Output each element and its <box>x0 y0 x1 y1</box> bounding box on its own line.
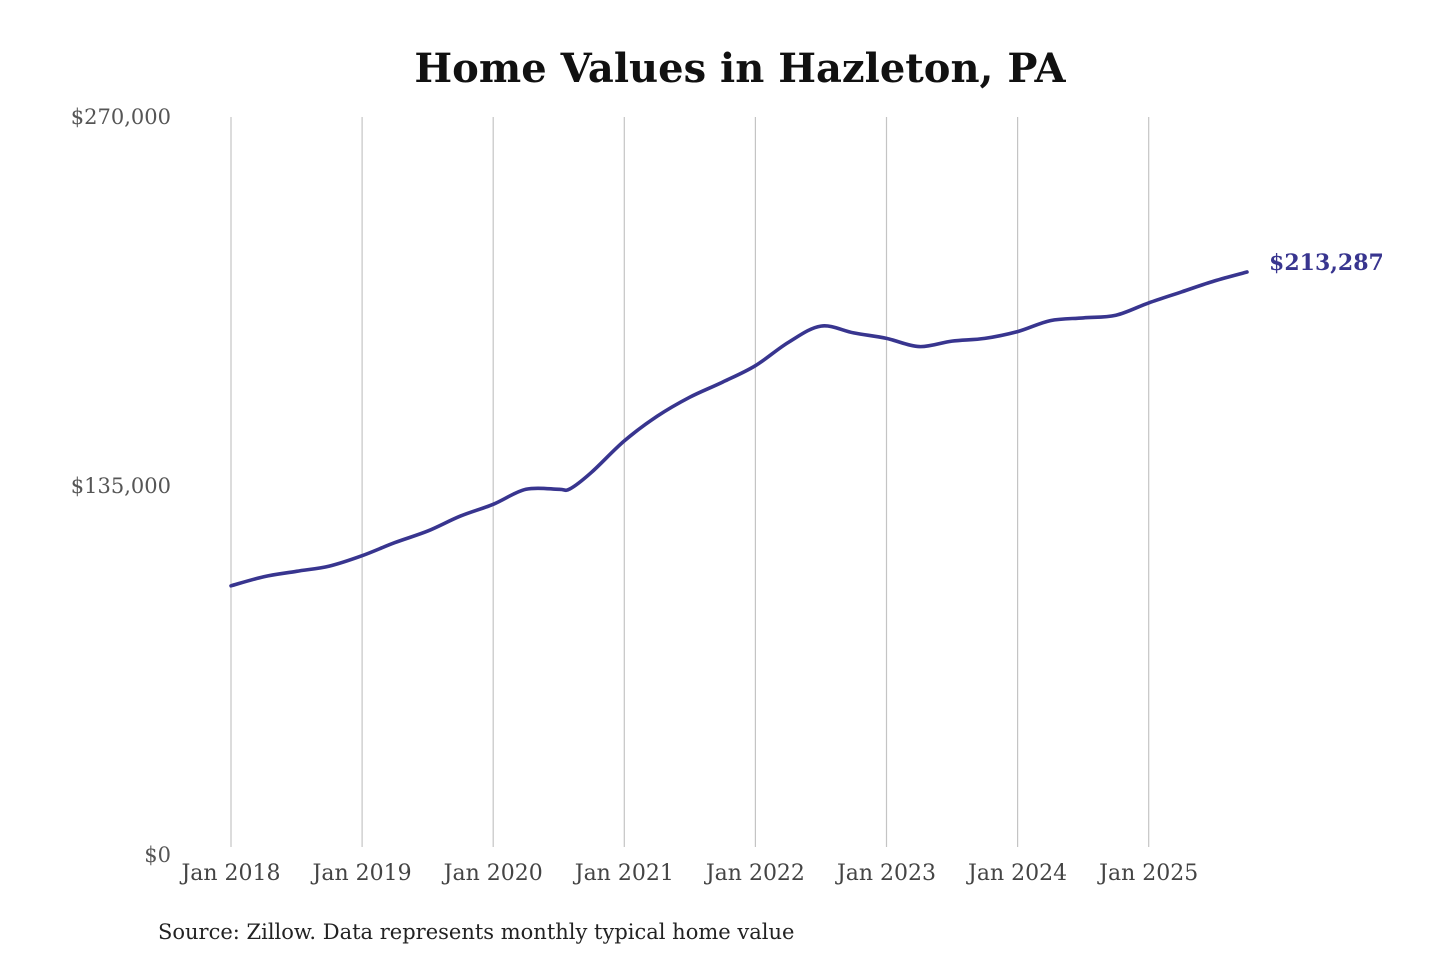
x-axis-tick-labels: Jan 2018 Jan 2019 Jan 2020 Jan 2021 Jan 2022… <box>179 861 1198 886</box>
vertical-gridlines <box>230 117 1150 847</box>
x-tick-label: Jan 2020 <box>442 861 543 886</box>
last-value-label: $213,287 <box>1269 250 1384 276</box>
x-tick-label: Jan 2018 <box>179 861 280 886</box>
y-tick-label: $0 <box>144 843 171 867</box>
source-note: Source: Zillow. Data represents monthly … <box>158 920 794 944</box>
x-tick-label: Jan 2019 <box>311 861 412 886</box>
x-tick-label: Jan 2023 <box>835 861 936 886</box>
x-tick-label: Jan 2024 <box>966 861 1067 886</box>
home-value-line <box>229 270 1249 588</box>
x-tick-label: Jan 2022 <box>704 861 805 886</box>
x-tick-label: Jan 2025 <box>1097 861 1198 886</box>
y-tick-label: $135,000 <box>71 474 171 498</box>
chart-title: Home Values in Hazleton, PA <box>414 45 1066 92</box>
y-tick-label: $270,000 <box>71 105 171 129</box>
x-tick-label: Jan 2021 <box>573 861 674 886</box>
series-layer <box>229 270 1249 588</box>
y-axis-tick-labels: $0 $135,000 $270,000 <box>71 105 171 867</box>
